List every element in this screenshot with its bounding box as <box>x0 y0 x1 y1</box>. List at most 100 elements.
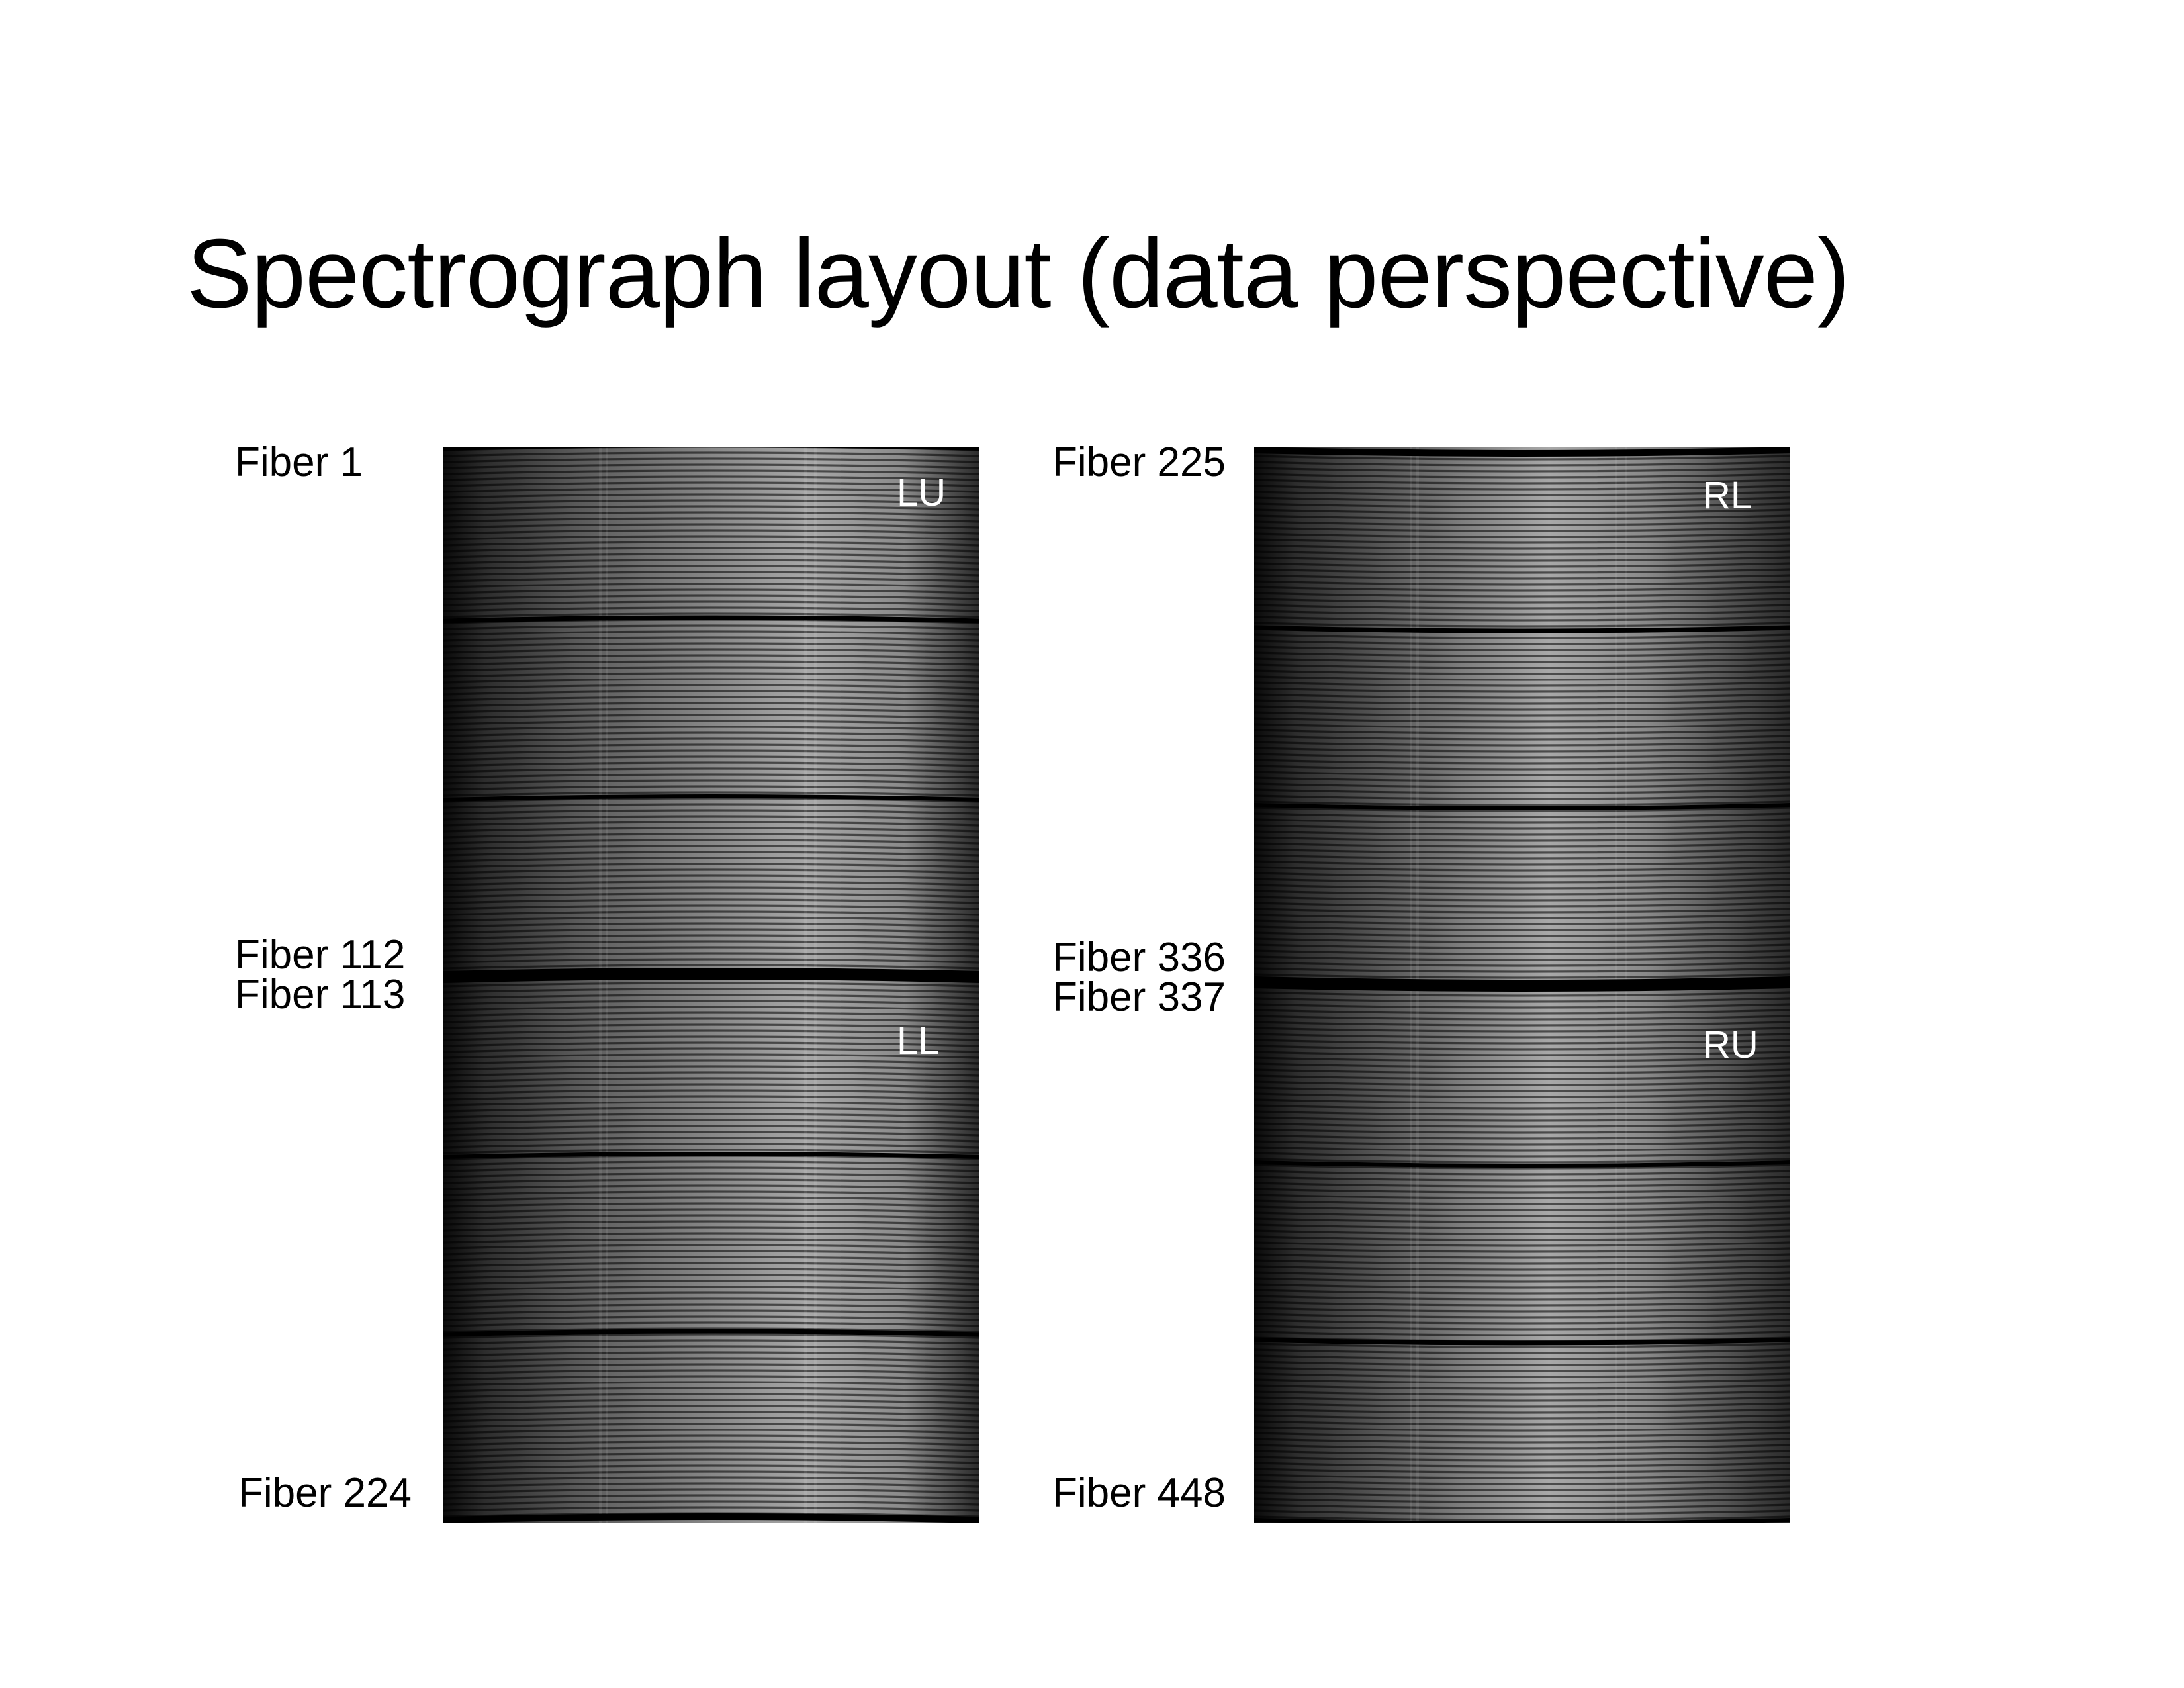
fiber-trace <box>443 1482 979 1488</box>
fiber-trace <box>1254 1116 1790 1122</box>
fiber-trace <box>1254 1360 1790 1366</box>
fiber-trace <box>443 1172 979 1178</box>
fiber-trace <box>443 964 979 970</box>
fiber-trace <box>443 1077 979 1083</box>
fiber-trace <box>1254 1182 1790 1188</box>
fiber-trace <box>443 809 979 815</box>
fiber-trace <box>1254 610 1790 616</box>
fiber-trace <box>1254 1348 1790 1354</box>
fiber-trace <box>1254 526 1790 532</box>
fiber-trace <box>443 535 979 541</box>
fiber-trace <box>1254 1402 1790 1408</box>
fiber-trace <box>443 1166 979 1172</box>
fiber-trace <box>443 839 979 845</box>
fiber-trace <box>1254 520 1790 526</box>
fiber-label-1: Fiber 1 <box>235 440 363 485</box>
fiber-trace <box>443 922 979 928</box>
fiber-trace <box>443 1363 979 1369</box>
spectral-column <box>804 447 807 1523</box>
bundle-gap <box>1254 1337 1790 1346</box>
fiber-trace <box>443 1143 979 1149</box>
fiber-trace <box>443 648 979 654</box>
fiber-trace <box>1254 467 1790 473</box>
fiber-trace <box>443 696 979 702</box>
fiber-trace <box>1254 1450 1790 1456</box>
fiber-trace <box>1254 639 1790 645</box>
fiber-trace <box>443 1429 979 1434</box>
fiber-trace <box>1254 848 1790 854</box>
fiber-trace <box>443 1256 979 1262</box>
fiber-trace <box>443 1345 979 1351</box>
fiber-trace <box>443 1286 979 1291</box>
fiber-trace <box>1254 1420 1790 1426</box>
fiber-trace <box>1254 782 1790 788</box>
fiber-trace <box>1254 759 1790 765</box>
fiber-trace <box>443 583 979 588</box>
fiber-trace <box>1254 812 1790 818</box>
fiber-trace <box>1254 1045 1790 1051</box>
fiber-trace <box>1254 705 1790 711</box>
fiber-trace <box>443 702 979 708</box>
fiber-trace <box>443 1178 979 1184</box>
fiber-trace <box>443 851 979 857</box>
fiber-trace <box>443 559 979 565</box>
fiber-trace <box>1254 866 1790 872</box>
slide-title: Spectrograph layout (data perspective) <box>187 219 1850 328</box>
quadrant-label-rl: RL <box>1703 474 1752 517</box>
fiber-trace <box>443 1375 979 1381</box>
fiber-trace <box>1254 1271 1790 1277</box>
fiber-trace <box>1254 562 1790 568</box>
fiber-trace <box>443 1333 979 1339</box>
fiber-trace <box>443 1309 979 1315</box>
fiber-trace <box>443 469 979 475</box>
fiber-trace <box>1254 473 1790 479</box>
fiber-trace <box>443 1494 979 1500</box>
fiber-trace <box>1254 1056 1790 1062</box>
fiber-trace <box>443 1083 979 1089</box>
fiber-trace <box>443 755 979 761</box>
fiber-trace <box>443 493 979 499</box>
fiber-trace <box>1254 1515 1790 1521</box>
fiber-trace <box>1254 1051 1790 1056</box>
fiber-trace <box>1254 550 1790 556</box>
fiber-trace <box>443 1184 979 1190</box>
fiber-trace <box>443 1238 979 1244</box>
fiber-trace <box>443 1327 979 1333</box>
fiber-trace <box>443 1023 979 1029</box>
fiber-trace <box>1254 1152 1790 1158</box>
fiber-trace <box>1254 568 1790 574</box>
fiber-label-112: Fiber 112 <box>235 932 406 978</box>
fiber-trace <box>1254 663 1790 669</box>
fiber-trace <box>443 1250 979 1256</box>
fiber-trace <box>1254 1331 1790 1336</box>
fiber-trace <box>1254 919 1790 925</box>
fiber-trace <box>443 803 979 809</box>
fiber-trace <box>1254 937 1790 943</box>
fiber-trace <box>443 666 979 672</box>
fiber-trace <box>443 1411 979 1417</box>
fiber-trace <box>1254 949 1790 955</box>
fiber-trace <box>443 1381 979 1387</box>
fiber-trace <box>1254 508 1790 514</box>
fiber-trace <box>443 1387 979 1393</box>
fiber-trace <box>443 731 979 737</box>
fiber-trace <box>1254 896 1790 902</box>
fiber-trace <box>443 654 979 660</box>
fiber-trace <box>443 1047 979 1053</box>
fiber-trace <box>443 1226 979 1232</box>
fiber-trace <box>443 1440 979 1446</box>
fiber-trace <box>443 636 979 642</box>
fiber-trace <box>1254 1325 1790 1331</box>
fiber-trace <box>1254 681 1790 687</box>
fiber-trace <box>1254 1384 1790 1390</box>
fiber-trace <box>1254 1396 1790 1402</box>
fiber-trace <box>1254 765 1790 771</box>
fiber-trace <box>443 463 979 469</box>
fiber-trace <box>443 577 979 583</box>
fiber-trace <box>443 1423 979 1429</box>
fiber-trace <box>443 910 979 916</box>
fiber-trace <box>1254 544 1790 550</box>
fiber-trace <box>443 892 979 898</box>
fiber-trace <box>1254 1062 1790 1068</box>
fiber-trace <box>1254 556 1790 562</box>
